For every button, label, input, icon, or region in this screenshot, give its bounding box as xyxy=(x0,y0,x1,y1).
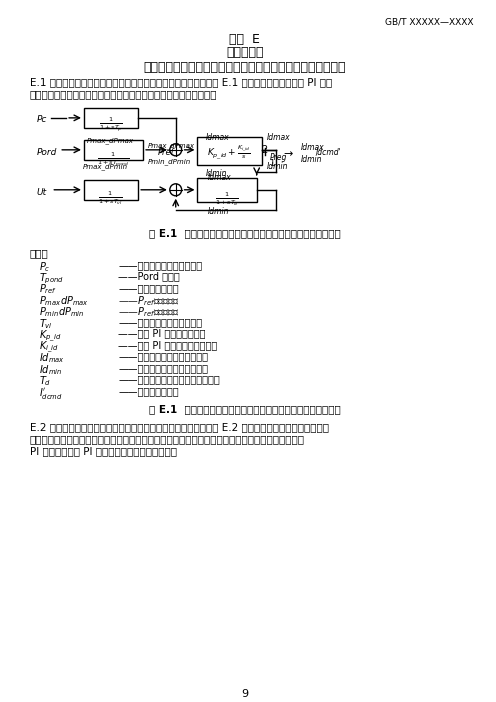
Text: $\frac{1}{1+sT_d}$: $\frac{1}{1+sT_d}$ xyxy=(215,191,239,208)
Text: $K_{p\_id}$: $K_{p\_id}$ xyxy=(40,329,62,344)
Text: ——有功电流控制模式标志；: ——有功电流控制模式标志； xyxy=(119,260,202,270)
Text: 图 E.1  儲能变流器正常运行状态下的有功控制机电暂态仿真模型: 图 E.1 儲能变流器正常运行状态下的有功控制机电暂态仿真模型 xyxy=(149,227,341,238)
Text: Idmax: Idmax xyxy=(207,173,231,182)
Bar xyxy=(84,108,138,128)
Text: 附录  E: 附录 E xyxy=(229,33,260,46)
Text: $P_{max}dP_{max}$: $P_{max}dP_{max}$ xyxy=(40,294,89,308)
Text: E.1 储能变流器正常运行状态下的有功控制机电暂态仿真模型如图 E.1 所示，控制模式可选择 PI 控制: E.1 储能变流器正常运行状态下的有功控制机电暂态仿真模型如图 E.1 所示，控… xyxy=(30,77,332,87)
Text: $K_{i\_id}$: $K_{i\_id}$ xyxy=(40,340,60,355)
Text: 或开环控制，变流器有功功率控制的功率指令来自厂站级控制信号。: 或开环控制，变流器有功功率控制的功率指令来自厂站级控制信号。 xyxy=(30,89,217,99)
Text: $T_d$: $T_d$ xyxy=(40,375,52,388)
Text: 2: 2 xyxy=(261,145,268,155)
Text: Idmax: Idmax xyxy=(266,133,290,142)
Bar xyxy=(84,180,138,200)
Bar xyxy=(197,137,261,165)
Text: $K_{p\_id}+\frac{K_{i\_id}}{s}$: $K_{p\_id}+\frac{K_{i\_id}}{s}$ xyxy=(207,144,251,162)
Text: ——有功参考信号；: ——有功参考信号； xyxy=(119,283,179,293)
Text: GB/T XXXXX—XXXX: GB/T XXXXX—XXXX xyxy=(385,18,474,27)
Text: 9: 9 xyxy=(241,689,248,699)
Text: 考值可选择厂站级无功控制指令、恒功率因数控制值、初始无功功率值，控制模式可选择开环控制、: 考值可选择厂站级无功控制指令、恒功率因数控制值、初始无功功率值，控制模式可选择开… xyxy=(30,435,305,444)
Text: ——有功 PI 控制积分时间常数；: ——有功 PI 控制积分时间常数； xyxy=(119,340,218,350)
Text: Idmax: Idmax xyxy=(301,143,325,152)
Text: $P_c$: $P_c$ xyxy=(40,260,51,274)
Text: Pmax_dPmax: Pmax_dPmax xyxy=(87,137,134,144)
Text: ——$P_{ref}$斜率上限；: ——$P_{ref}$斜率上限； xyxy=(119,294,180,308)
Text: E.2 储能变流器正常运行状态下的无功控制机电暂态仿真模型如图 E.2 所示，变流器无功控制的功率参: E.2 储能变流器正常运行状态下的无功控制机电暂态仿真模型如图 E.2 所示，变… xyxy=(30,423,329,432)
Text: ——电压量测环节时间常数；: ——电压量测环节时间常数； xyxy=(119,317,202,327)
Text: $Id_{min}$: $Id_{min}$ xyxy=(40,363,63,377)
Text: Ut: Ut xyxy=(37,188,47,197)
Text: Idmin: Idmin xyxy=(207,207,229,216)
Text: Pmax_dPmax: Pmax_dPmax xyxy=(148,142,195,149)
Text: ——$P_{ref}$斜率下限；: ——$P_{ref}$斜率下限； xyxy=(119,305,180,319)
Text: 儲能变流器正常运行状态下有功无功控制器机电暂态仿真模型: 儲能变流器正常运行状态下有功无功控制器机电暂态仿真模型 xyxy=(143,61,346,74)
Text: ——有功电流指令；: ——有功电流指令； xyxy=(119,386,179,396)
Text: $\frac{1}{1+sT_{vl}}$: $\frac{1}{1+sT_{vl}}$ xyxy=(98,190,123,208)
Text: Pmax_dPmin: Pmax_dPmin xyxy=(83,163,128,170)
Text: $T_{pond}$: $T_{pond}$ xyxy=(40,271,64,286)
Text: $\rightarrow$: $\rightarrow$ xyxy=(281,148,294,158)
Text: Pref: Pref xyxy=(158,148,175,157)
Text: ——有功电流调节器滞后时间常数；: ——有功电流调节器滞后时间常数； xyxy=(119,375,220,385)
Text: Idcmd': Idcmd' xyxy=(316,148,342,157)
Text: Idmax: Idmax xyxy=(205,133,229,142)
Text: Pc: Pc xyxy=(37,115,47,124)
Text: 说明：: 说明： xyxy=(30,248,49,258)
Text: （资料性）: （资料性） xyxy=(226,46,263,59)
Text: Idmin: Idmin xyxy=(266,162,288,171)
Text: $T_{vl}$: $T_{vl}$ xyxy=(40,317,54,331)
Text: Pord: Pord xyxy=(37,148,57,157)
Text: Idmin: Idmin xyxy=(205,168,227,178)
Text: PI 闭环控制、双 PI 闭环控制，定初始电流控制。: PI 闭环控制、双 PI 闭环控制，定初始电流控制。 xyxy=(30,446,177,456)
Text: $P_{min}dP_{min}$: $P_{min}dP_{min}$ xyxy=(40,305,85,319)
Text: $P_{ref}$: $P_{ref}$ xyxy=(40,283,58,296)
Text: 1: 1 xyxy=(269,159,275,168)
Text: ——Pord 时延；: ——Pord 时延； xyxy=(119,271,180,282)
Text: $\frac{1}{1+sT_{pond}}$: $\frac{1}{1+sT_{pond}}$ xyxy=(97,150,129,168)
Text: $I_{dcmd}'$: $I_{dcmd}'$ xyxy=(40,386,63,401)
Bar xyxy=(84,140,143,160)
Text: $\frac{1}{1+sT_p}$: $\frac{1}{1+sT_p}$ xyxy=(99,115,123,133)
Text: Idmin: Idmin xyxy=(301,155,322,164)
Text: ——换流器输出有功电流上限；: ——换流器输出有功电流上限； xyxy=(119,352,208,362)
Text: Pmin_dPmin: Pmin_dPmin xyxy=(148,158,191,164)
Text: ——换流器输出有功电流下限；: ——换流器输出有功电流下限； xyxy=(119,363,208,373)
Text: $Id_{max}$: $Id_{max}$ xyxy=(40,352,65,366)
Bar xyxy=(197,178,256,201)
Text: ——有功 PI 控制比例系数；: ——有功 PI 控制比例系数； xyxy=(119,329,206,338)
Text: Preg: Preg xyxy=(269,153,287,162)
Text: 图 E.1  儲能变流器正常运行状态下的有功控制机电暂态仿真模型: 图 E.1 儲能变流器正常运行状态下的有功控制机电暂态仿真模型 xyxy=(149,404,341,415)
